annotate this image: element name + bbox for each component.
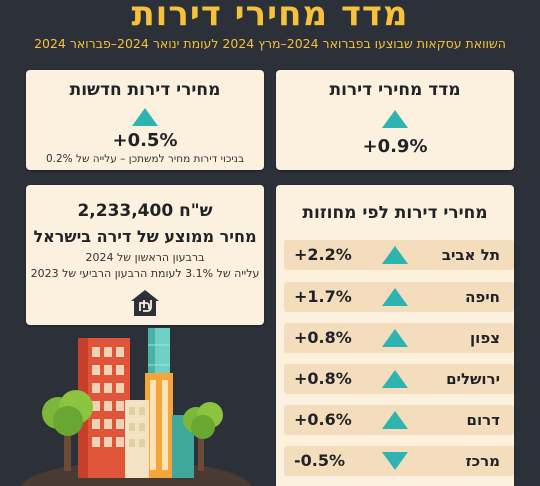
- district-row-haifa: חיפה +1.7%: [284, 282, 514, 312]
- district-name: מרכז: [465, 452, 500, 470]
- district-name: תל אביב: [441, 246, 500, 264]
- district-name: דרום: [466, 411, 500, 429]
- index-card-value: +0.9%: [362, 136, 428, 157]
- up-arrow-icon: [382, 246, 408, 264]
- district-row-center: מרכז -0.5%: [284, 446, 514, 476]
- district-row-tel-aviv: תל אביב +2.2%: [284, 240, 514, 270]
- district-value: +0.6%: [294, 410, 352, 429]
- district-value: +2.2%: [294, 245, 352, 264]
- average-price-period: ברבעון הראשון של 2024: [85, 251, 205, 264]
- district-row-north: צפון +0.8%: [284, 323, 514, 353]
- page-title: מדד מחירי דירות: [131, 0, 409, 34]
- district-name: חיפה: [465, 288, 500, 306]
- shekel-house-icon: [130, 289, 160, 317]
- average-price-value: 2,233,400 ש"ח: [77, 201, 213, 221]
- down-arrow-icon: [382, 452, 408, 470]
- new-apartments-note: בניכוי דירות מחיר למשתכן – עלייה של 0.2%: [45, 153, 245, 165]
- average-price-title: מחיר ממוצע של דירה בישראל: [33, 227, 257, 246]
- page-subtitle: השוואת עסקאות שבוצעו בפברואר 2024–מרץ 20…: [34, 36, 506, 51]
- district-value: +1.7%: [294, 287, 352, 306]
- average-price-change: עלייה של 3.1% לעומת הרבעון הרביעי של 202…: [30, 267, 260, 280]
- up-arrow-icon: [382, 329, 408, 347]
- district-name: ירושלים: [446, 370, 500, 388]
- up-arrow-icon: [382, 411, 408, 429]
- up-arrow-icon: [132, 108, 158, 126]
- district-value: -0.5%: [294, 451, 346, 470]
- up-arrow-icon: [382, 370, 408, 388]
- up-arrow-icon: [382, 288, 408, 306]
- new-apartments-title: מחירי דירות חדשות: [69, 80, 221, 100]
- districts-title: מחירי דירות לפי מחוזות: [302, 203, 488, 223]
- new-apartments-card: מחירי דירות חדשות +0.5% בניכוי דירות מחי…: [26, 70, 264, 170]
- district-row-south: דרום +0.6%: [284, 405, 514, 435]
- up-arrow-icon: [382, 110, 408, 128]
- city-buildings-illustration: [20, 328, 252, 486]
- district-row-jerusalem: ירושלים +0.8%: [284, 364, 514, 394]
- average-price-card: 2,233,400 ש"ח מחיר ממוצע של דירה בישראל …: [26, 185, 264, 325]
- district-value: +0.8%: [294, 369, 352, 388]
- index-card-title: מדד מחירי דירות: [329, 80, 461, 100]
- district-name: צפון: [470, 329, 500, 347]
- new-apartments-value: +0.5%: [112, 130, 178, 151]
- index-card: מדד מחירי דירות +0.9%: [276, 70, 514, 170]
- district-value: +0.8%: [294, 328, 352, 347]
